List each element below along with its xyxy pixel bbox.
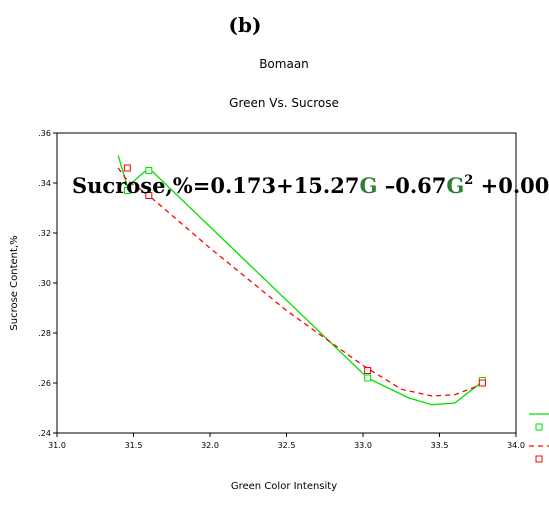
- x-axis-ticks: 31.0 31.5 32.0 32.5 33.0 33.5 34.0: [48, 433, 525, 450]
- regression-equation: Sucrose,%=0.173+15.27G –0.67G2 +0.0002G3: [72, 173, 549, 198]
- y-axis-label: Sucrose Content,%: [9, 235, 20, 330]
- red-data-point: [145, 192, 153, 199]
- green-data-point: [145, 167, 153, 174]
- chart-subtitle: Green Vs. Sucrose: [229, 96, 339, 110]
- equation-exp2: 2: [464, 173, 473, 188]
- x-tick-label: 32.5: [278, 441, 296, 450]
- red-data-point: [364, 367, 372, 374]
- equation-g1: G: [359, 173, 377, 198]
- y-tick-label: .30: [38, 279, 51, 288]
- x-tick-label: 31.0: [48, 441, 66, 450]
- y-tick-label: .28: [38, 329, 51, 338]
- x-tick-label: 31.5: [125, 441, 143, 450]
- green-data-point: [123, 187, 131, 194]
- x-axis-label: Green Color Intensity: [231, 481, 337, 492]
- red-data-point: [123, 164, 131, 172]
- legend-green-marker: [535, 423, 543, 431]
- y-tick-label: .24: [38, 429, 51, 438]
- equation-prefix: Sucrose,%=0.173+15.27: [72, 173, 359, 198]
- legend-red-marker: [535, 455, 543, 463]
- red-fit-line: [117, 167, 483, 397]
- series-layer: [117, 155, 486, 406]
- legend: [529, 413, 549, 463]
- panel-label: (b): [229, 13, 262, 37]
- x-tick-label: 33.5: [431, 441, 449, 450]
- y-tick-label: .34: [38, 179, 51, 188]
- green-data-point: [364, 374, 372, 382]
- x-tick-label: 32.0: [201, 441, 219, 450]
- red-data-point: [478, 379, 486, 387]
- y-tick-label: .36: [38, 129, 51, 138]
- equation-mid1: –0.67: [377, 173, 446, 198]
- y-tick-label: .32: [38, 229, 51, 238]
- y-tick-label: .26: [38, 379, 51, 388]
- equation-g2: G: [446, 173, 464, 198]
- equation-mid2: +0.0002: [473, 173, 549, 198]
- x-tick-label: 34.0: [507, 441, 525, 450]
- chart-title: Bomaan: [259, 57, 309, 71]
- y-axis-ticks: .24 .26 .28 .30 .32 .34 .36: [38, 129, 57, 438]
- x-tick-label: 33.0: [354, 441, 372, 450]
